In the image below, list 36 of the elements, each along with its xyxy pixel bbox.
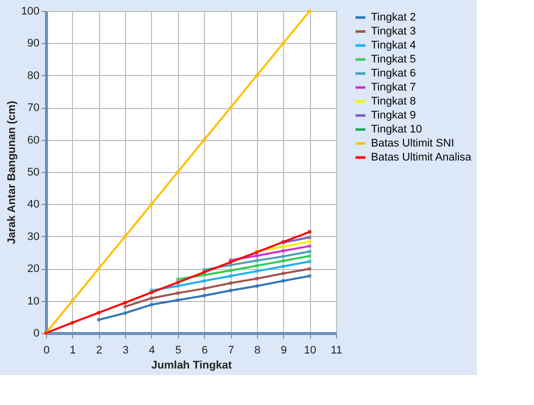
x-tick-label: 7 [228, 344, 234, 356]
x-tick-label: 8 [254, 344, 260, 356]
x-tick-label: 9 [280, 344, 287, 356]
legend-label: Tingkat 7 [371, 82, 416, 94]
y-tick-label: 40 [27, 198, 40, 211]
x-tick-label: 4 [148, 344, 156, 356]
legend-label: Batas Ultimit SNI [371, 138, 454, 150]
x-tick-label: 3 [122, 344, 129, 356]
legend-label: Tingkat 3 [371, 26, 416, 38]
legend-label: Tingkat 2 [371, 12, 416, 24]
y-tick-label: 0 [33, 328, 40, 340]
legend-label: Tingkat 5 [371, 54, 416, 66]
y-tick-label: 10 [27, 295, 40, 308]
y-tick-label: 50 [27, 166, 40, 178]
y-tick-label: 60 [27, 134, 40, 146]
y-axis-title: Jarak Antar Bangunan (cm) [6, 100, 18, 244]
x-axis-title: Jumlah Tingkat [151, 360, 232, 372]
x-tick-label: 2 [96, 344, 102, 356]
legend-label: Batas Ultimit Analisa [371, 152, 472, 164]
y-tick-label: 80 [27, 70, 40, 82]
legend-label: Tingkat 10 [371, 124, 422, 136]
y-tick-label: 20 [27, 263, 40, 276]
x-tick-label: 0 [43, 344, 50, 356]
x-tick-label: 10 [304, 344, 316, 356]
x-tick-label: 11 [330, 344, 342, 356]
x-tick-label: 6 [202, 344, 208, 356]
legend-label: Tingkat 9 [371, 110, 416, 122]
x-tick-label: 5 [175, 344, 182, 356]
legend-label: Tingkat 4 [371, 40, 416, 52]
legend-label: Tingkat 8 [371, 96, 416, 108]
y-tick-label: 70 [27, 102, 40, 114]
y-tick-label: 90 [27, 38, 40, 50]
y-tick-label: 30 [27, 230, 40, 243]
y-tick-label: 100 [21, 6, 40, 18]
legend-label: Tingkat 6 [371, 68, 416, 80]
x-tick-label: 1 [70, 344, 76, 356]
